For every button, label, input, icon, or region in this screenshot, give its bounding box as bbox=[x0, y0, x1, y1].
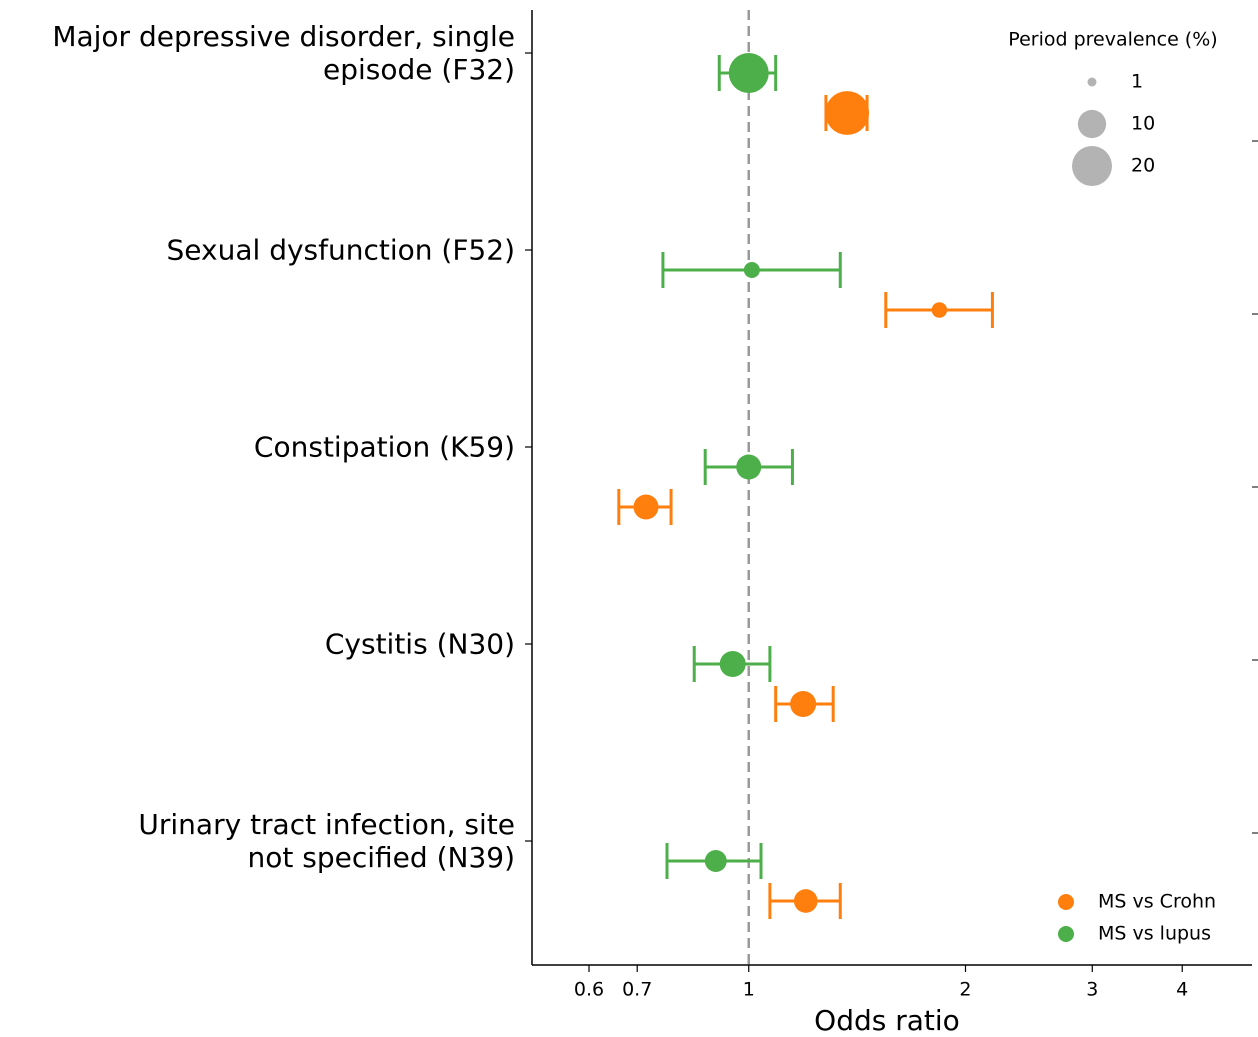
x-tick-label: 0.7 bbox=[622, 979, 652, 1001]
size-legend-marker bbox=[1072, 146, 1112, 186]
point bbox=[743, 262, 760, 278]
point bbox=[704, 850, 727, 872]
x-tick-label: 1 bbox=[743, 979, 755, 1001]
legend-marker bbox=[1058, 926, 1074, 942]
size-legend-label: 20 bbox=[1131, 155, 1155, 177]
size-legend-label: 10 bbox=[1131, 113, 1155, 135]
right-ticks bbox=[1252, 140, 1258, 834]
point bbox=[825, 91, 870, 135]
legend-marker bbox=[1058, 894, 1074, 910]
point bbox=[790, 690, 817, 718]
category-label: Sexual dysfunction (F52) bbox=[166, 233, 515, 267]
point bbox=[728, 53, 769, 93]
point bbox=[931, 302, 948, 318]
category-label: Cystitis (N30) bbox=[324, 627, 515, 661]
x-tick-label: 4 bbox=[1176, 979, 1188, 1001]
x-axis-label: Odds ratio bbox=[814, 1004, 960, 1037]
x-tick-label: 3 bbox=[1086, 979, 1098, 1001]
size-legend-label: 1 bbox=[1131, 71, 1143, 93]
point bbox=[633, 494, 659, 520]
category-label: Urinary tract infection, site not specif… bbox=[138, 808, 515, 874]
category-label: Constipation (K59) bbox=[253, 430, 515, 464]
legend-label: MS vs Crohn bbox=[1098, 891, 1216, 913]
point bbox=[736, 454, 762, 480]
point bbox=[793, 889, 818, 913]
legend-label: MS vs lupus bbox=[1098, 923, 1211, 945]
size-legend-title: Period prevalence (%) bbox=[1008, 29, 1217, 51]
size-legend-marker bbox=[1087, 77, 1097, 87]
x-tick-label: 0.6 bbox=[574, 979, 604, 1001]
size-legend-marker bbox=[1077, 109, 1107, 139]
point bbox=[719, 650, 746, 678]
category-label: Major depressive disorder, single episod… bbox=[52, 20, 515, 86]
x-tick-label: 2 bbox=[959, 979, 971, 1001]
